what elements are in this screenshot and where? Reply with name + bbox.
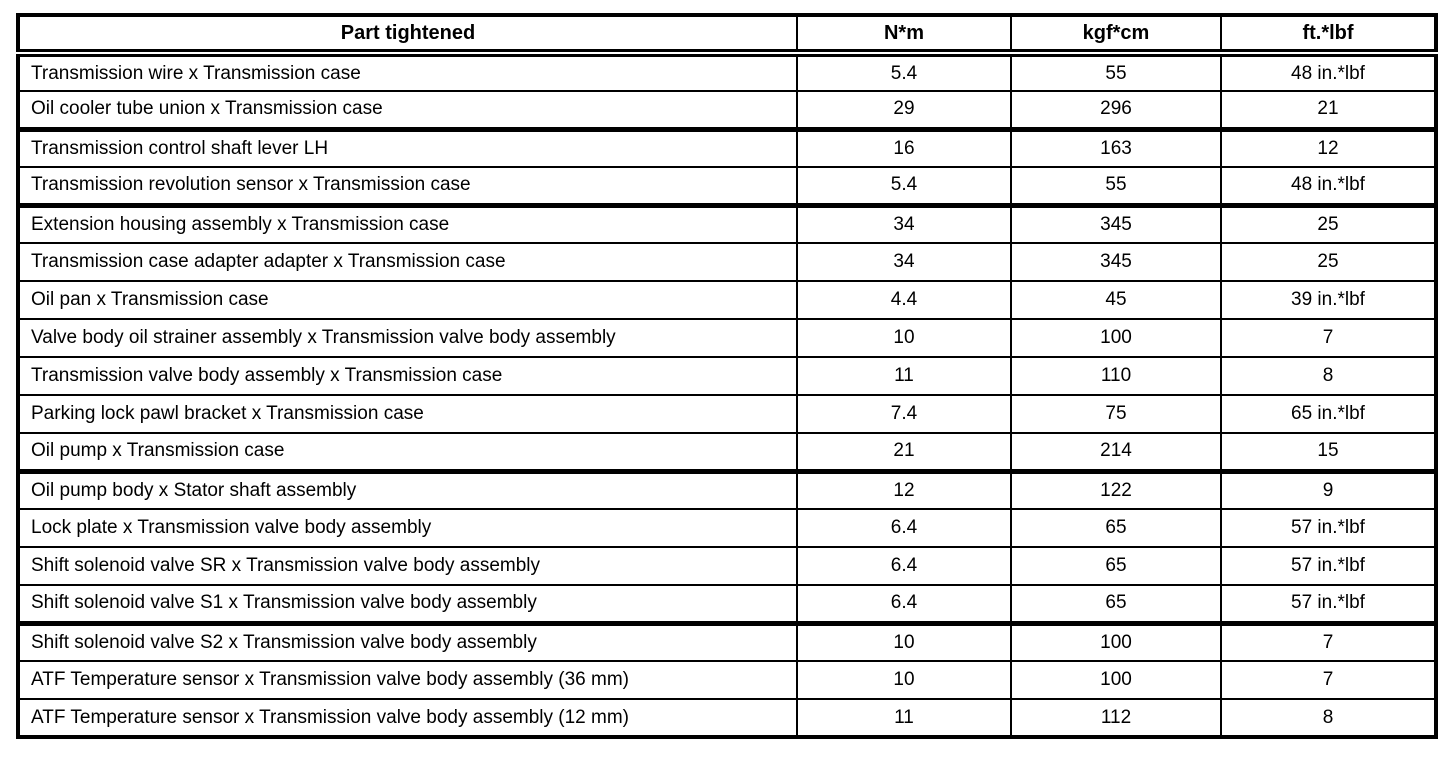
kgfcm-value-cell: 345	[1010, 204, 1222, 244]
table-row: ATF Temperature sensor x Transmission va…	[17, 698, 1437, 738]
part-tightened-cell: Extension housing assembly x Transmissio…	[17, 204, 798, 244]
part-tightened-cell: Valve body oil strainer assembly x Trans…	[17, 318, 798, 358]
table-row: Shift solenoid valve S2 x Transmission v…	[17, 622, 1437, 662]
column-header-nm: N*m	[796, 14, 1012, 57]
column-header-kgfcm: kgf*cm	[1010, 14, 1222, 57]
table-row: Oil pan x Transmission case 4.4 45 39 in…	[17, 280, 1437, 320]
ftlbf-value-cell: 48 in.*lbf	[1220, 166, 1437, 208]
ftlbf-value-cell: 12	[1220, 128, 1437, 168]
table-row: Transmission wire x Transmission case 5.…	[17, 52, 1437, 92]
nm-value-cell: 7.4	[796, 394, 1012, 434]
ftlbf-value-cell: 57 in.*lbf	[1220, 584, 1437, 626]
nm-value-cell: 29	[796, 90, 1012, 132]
table-header: Part tightened N*m kgf*cm ft.*lbf	[17, 14, 1437, 57]
nm-value-cell: 34	[796, 242, 1012, 282]
ftlbf-value-cell: 57 in.*lbf	[1220, 546, 1437, 586]
part-tightened-cell: Lock plate x Transmission valve body ass…	[17, 508, 798, 548]
nm-value-cell: 10	[796, 318, 1012, 358]
part-tightened-cell: ATF Temperature sensor x Transmission va…	[17, 660, 798, 700]
part-tightened-cell: Transmission case adapter adapter x Tran…	[17, 242, 798, 282]
part-tightened-cell: Shift solenoid valve S2 x Transmission v…	[17, 622, 798, 662]
nm-value-cell: 11	[796, 698, 1012, 738]
ftlbf-value-cell: 8	[1220, 356, 1437, 396]
part-tightened-cell: Shift solenoid valve S1 x Transmission v…	[17, 584, 798, 626]
table-row: Oil cooler tube union x Transmission cas…	[17, 90, 1437, 132]
kgfcm-value-cell: 214	[1010, 432, 1222, 474]
nm-value-cell: 21	[796, 432, 1012, 474]
part-tightened-cell: Transmission control shaft lever LH	[17, 128, 798, 168]
ftlbf-value-cell: 57 in.*lbf	[1220, 508, 1437, 548]
kgfcm-value-cell: 112	[1010, 698, 1222, 738]
kgfcm-value-cell: 75	[1010, 394, 1222, 434]
table-row: Transmission control shaft lever LH 16 1…	[17, 128, 1437, 168]
part-tightened-cell: ATF Temperature sensor x Transmission va…	[17, 698, 798, 738]
nm-value-cell: 4.4	[796, 280, 1012, 320]
table-row: ATF Temperature sensor x Transmission va…	[17, 660, 1437, 700]
kgfcm-value-cell: 55	[1010, 166, 1222, 208]
nm-value-cell: 12	[796, 470, 1012, 510]
kgfcm-value-cell: 345	[1010, 242, 1222, 282]
nm-value-cell: 6.4	[796, 546, 1012, 586]
ftlbf-value-cell: 25	[1220, 242, 1437, 282]
part-tightened-cell: Transmission wire x Transmission case	[17, 52, 798, 92]
ftlbf-value-cell: 25	[1220, 204, 1437, 244]
kgfcm-value-cell: 100	[1010, 318, 1222, 358]
ftlbf-value-cell: 15	[1220, 432, 1437, 474]
table-row: Valve body oil strainer assembly x Trans…	[17, 318, 1437, 358]
table-row: Shift solenoid valve S1 x Transmission v…	[17, 584, 1437, 626]
nm-value-cell: 10	[796, 622, 1012, 662]
nm-value-cell: 11	[796, 356, 1012, 396]
nm-value-cell: 5.4	[796, 52, 1012, 92]
header-row: Part tightened N*m kgf*cm ft.*lbf	[17, 14, 1437, 57]
ftlbf-value-cell: 7	[1220, 622, 1437, 662]
kgfcm-value-cell: 100	[1010, 660, 1222, 700]
column-header-part-tightened: Part tightened	[17, 14, 798, 57]
table-row: Parking lock pawl bracket x Transmission…	[17, 394, 1437, 434]
ftlbf-value-cell: 65 in.*lbf	[1220, 394, 1437, 434]
ftlbf-value-cell: 39 in.*lbf	[1220, 280, 1437, 320]
table-row: Shift solenoid valve SR x Transmission v…	[17, 546, 1437, 586]
part-tightened-cell: Oil pump body x Stator shaft assembly	[17, 470, 798, 510]
table-body: Transmission wire x Transmission case 5.…	[17, 52, 1437, 738]
column-header-ftlbf: ft.*lbf	[1220, 14, 1437, 57]
kgfcm-value-cell: 122	[1010, 470, 1222, 510]
kgfcm-value-cell: 296	[1010, 90, 1222, 132]
table-row: Oil pump body x Stator shaft assembly 12…	[17, 470, 1437, 510]
part-tightened-cell: Oil pump x Transmission case	[17, 432, 798, 474]
nm-value-cell: 6.4	[796, 584, 1012, 626]
torque-spec-table: Part tightened N*m kgf*cm ft.*lbf Transm…	[16, 13, 1438, 739]
nm-value-cell: 10	[796, 660, 1012, 700]
ftlbf-value-cell: 7	[1220, 660, 1437, 700]
kgfcm-value-cell: 65	[1010, 546, 1222, 586]
kgfcm-value-cell: 163	[1010, 128, 1222, 168]
kgfcm-value-cell: 65	[1010, 508, 1222, 548]
nm-value-cell: 6.4	[796, 508, 1012, 548]
kgfcm-value-cell: 110	[1010, 356, 1222, 396]
ftlbf-value-cell: 8	[1220, 698, 1437, 738]
ftlbf-value-cell: 48 in.*lbf	[1220, 52, 1437, 92]
part-tightened-cell: Oil cooler tube union x Transmission cas…	[17, 90, 798, 132]
part-tightened-cell: Oil pan x Transmission case	[17, 280, 798, 320]
table-row: Transmission case adapter adapter x Tran…	[17, 242, 1437, 282]
ftlbf-value-cell: 9	[1220, 470, 1437, 510]
table-row: Lock plate x Transmission valve body ass…	[17, 508, 1437, 548]
table-row: Extension housing assembly x Transmissio…	[17, 204, 1437, 244]
part-tightened-cell: Transmission revolution sensor x Transmi…	[17, 166, 798, 208]
ftlbf-value-cell: 21	[1220, 90, 1437, 132]
part-tightened-cell: Transmission valve body assembly x Trans…	[17, 356, 798, 396]
kgfcm-value-cell: 100	[1010, 622, 1222, 662]
table-row: Oil pump x Transmission case 21 214 15	[17, 432, 1437, 474]
table-row: Transmission valve body assembly x Trans…	[17, 356, 1437, 396]
part-tightened-cell: Shift solenoid valve SR x Transmission v…	[17, 546, 798, 586]
kgfcm-value-cell: 65	[1010, 584, 1222, 626]
nm-value-cell: 5.4	[796, 166, 1012, 208]
part-tightened-cell: Parking lock pawl bracket x Transmission…	[17, 394, 798, 434]
table-row: Transmission revolution sensor x Transmi…	[17, 166, 1437, 208]
nm-value-cell: 16	[796, 128, 1012, 168]
kgfcm-value-cell: 55	[1010, 52, 1222, 92]
ftlbf-value-cell: 7	[1220, 318, 1437, 358]
nm-value-cell: 34	[796, 204, 1012, 244]
kgfcm-value-cell: 45	[1010, 280, 1222, 320]
